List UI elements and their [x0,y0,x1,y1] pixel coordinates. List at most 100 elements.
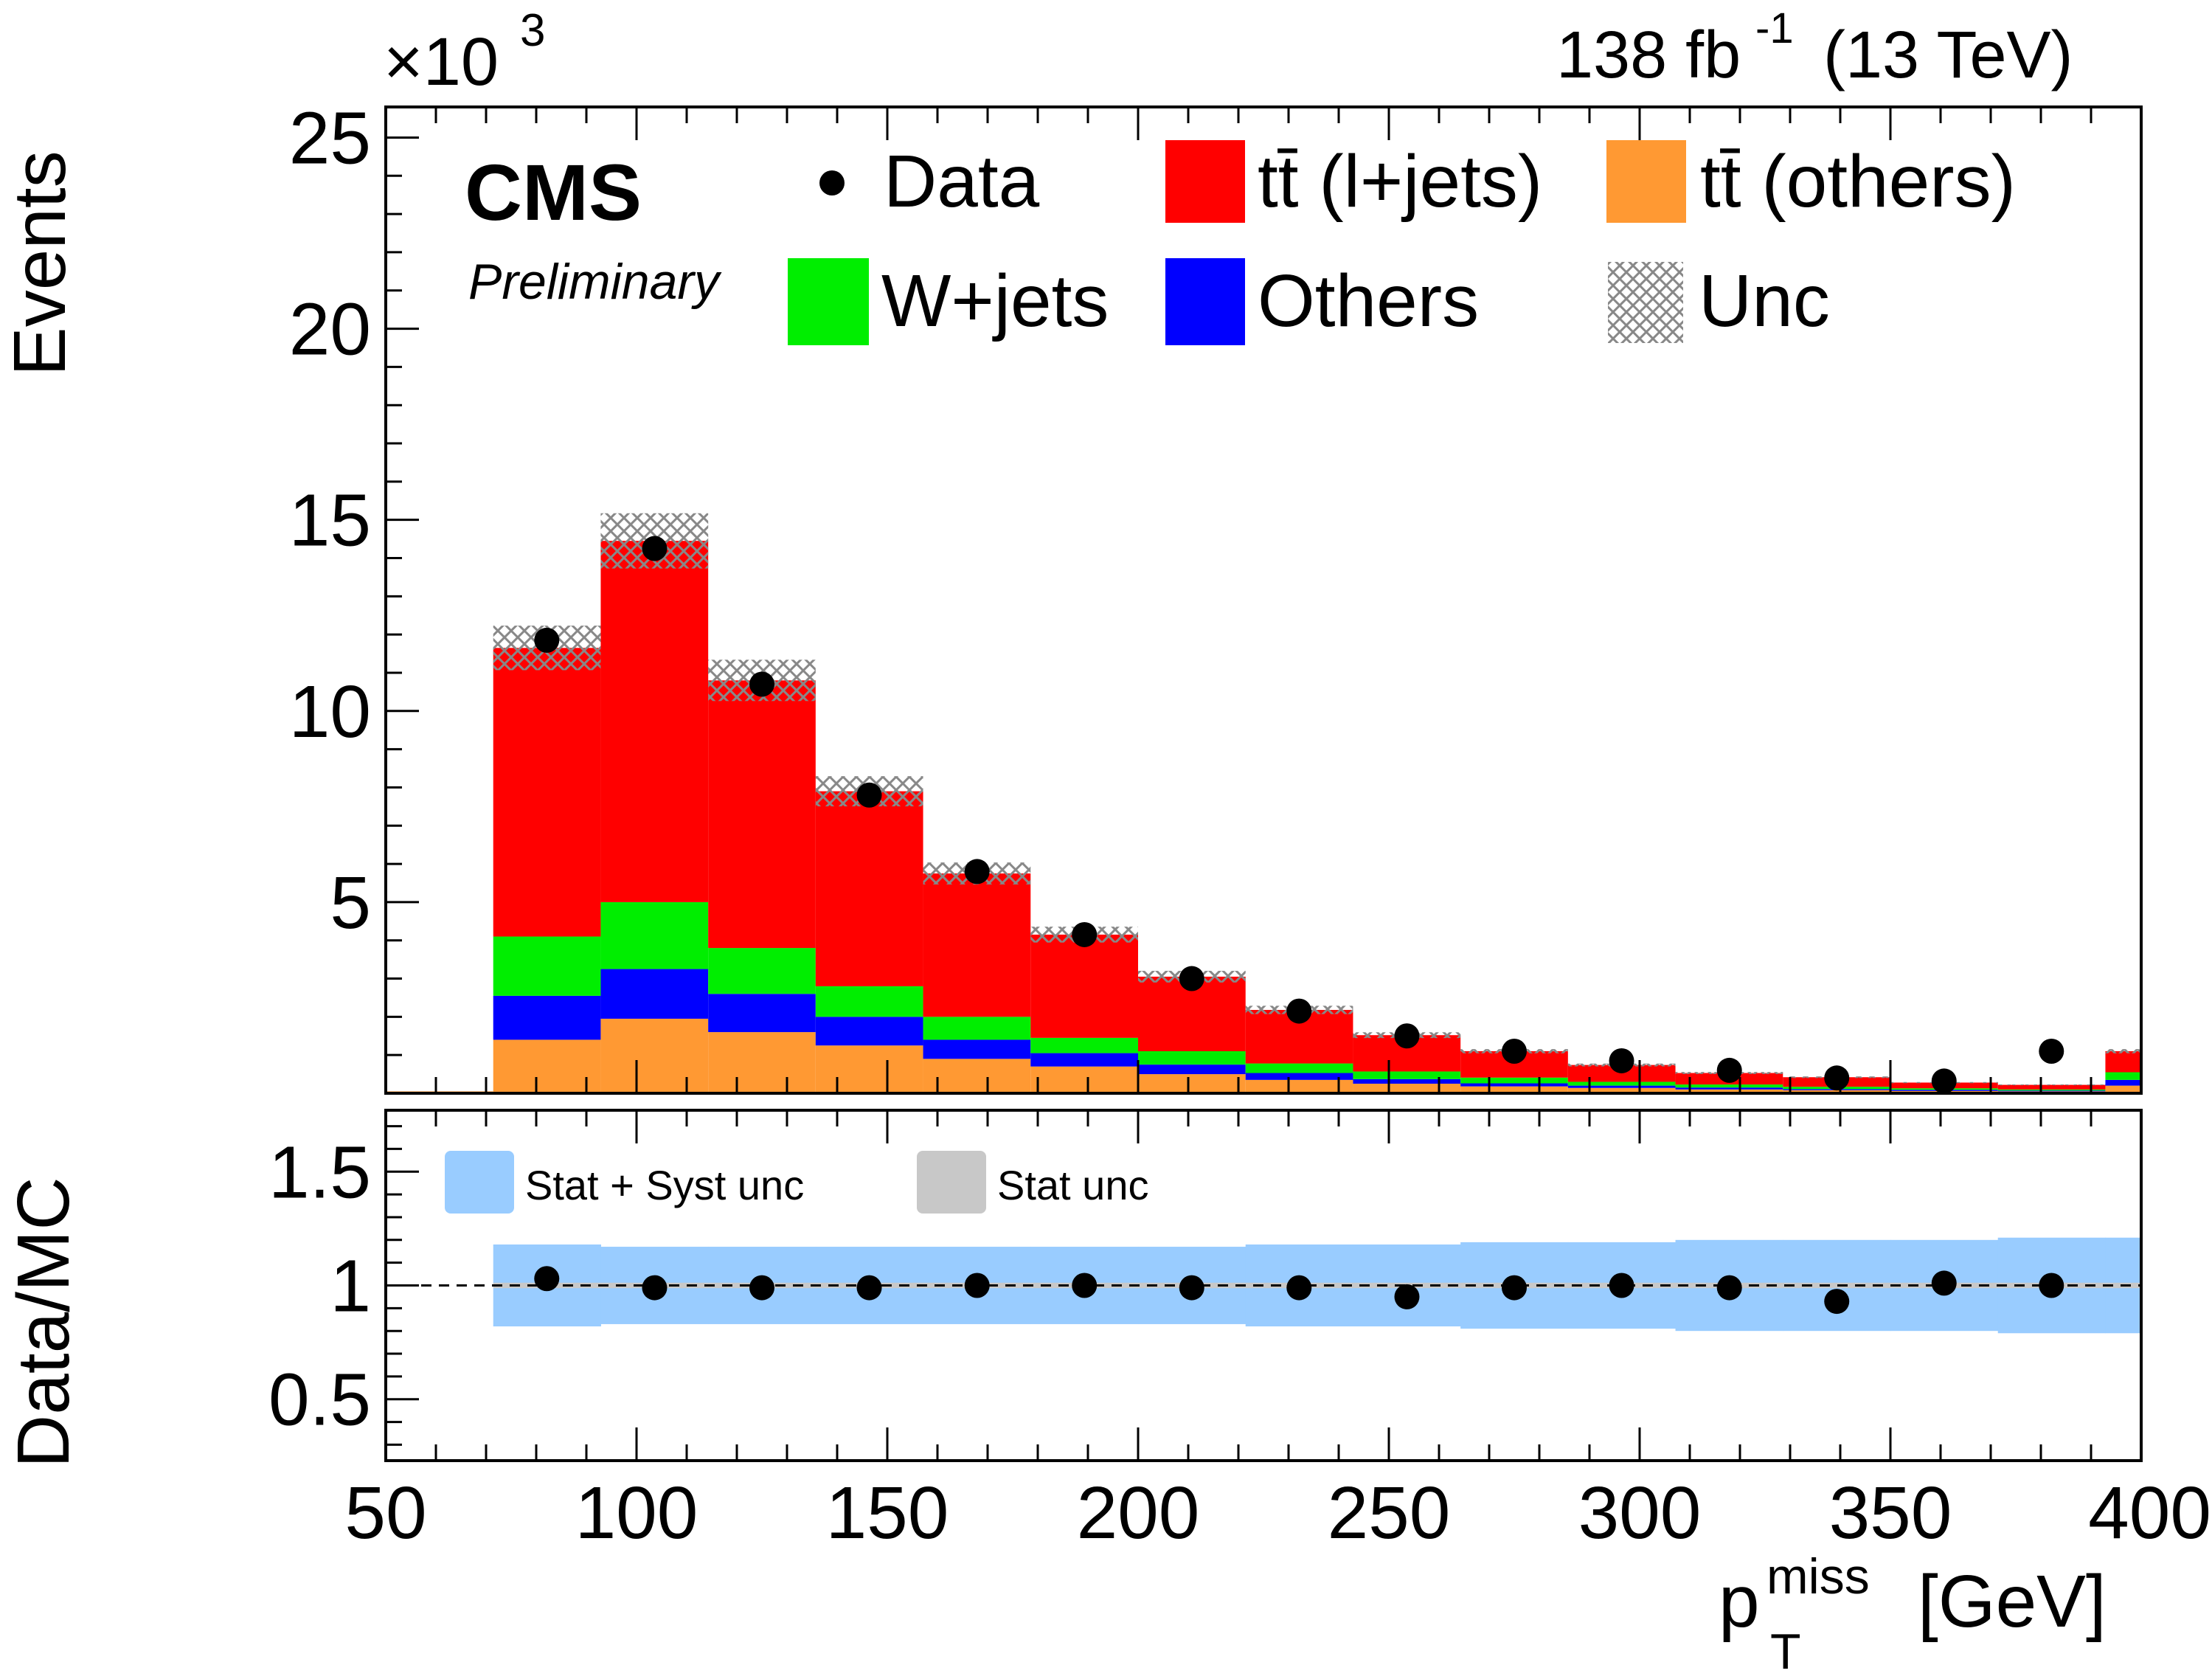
bar-segment [1460,1086,1568,1093]
green-fill-swatch [788,258,869,345]
bar-segment [1675,1087,1783,1090]
y-axis-title-ratio: Data/MC [2,1177,85,1468]
data-point [1179,966,1204,991]
bar-segment [1353,1071,1461,1079]
legend-label-ttbar-ljets: tt̄ (l+jets) [1258,140,1542,223]
blue-fill-swatch [1165,258,1245,345]
bar-segment [708,948,816,994]
data-point [1286,998,1312,1024]
y-exponent-base: ×10 [384,24,499,100]
y-exponent-label: ×10 3 [384,5,545,100]
main-panel-frame [384,105,2143,1095]
x-tick-label: 150 [826,1472,949,1554]
data-point [534,627,560,653]
bar-segment [600,969,709,1019]
legend: Data tt̄ (l+jets) tt̄ (others) W+jets Ot… [788,140,2016,345]
bar-segment [493,936,601,996]
main-y-ticks: 5 10 15 20 25 [289,97,419,1056]
bar-segment [1675,1089,1783,1093]
bar-segment [1567,1087,1676,1093]
bar-segment [1030,934,1138,1038]
ratio-data-point [1716,1275,1742,1301]
data-point [1072,921,1098,947]
luminosity-label: 138 fb -1 (13 TeV) [1556,4,2073,92]
y-axis-title-events: Events [0,150,81,376]
bar-segment [923,1017,1031,1040]
red-fill-swatch [1165,140,1245,223]
bar-segment [1567,1064,1676,1082]
bar-segment [600,901,709,969]
data-point [856,782,882,808]
bar-segment [2105,1079,2141,1086]
x-tick-label: 300 [1578,1472,1702,1554]
legend-label-unc: Unc [1699,260,1830,342]
bar-segment [1245,1079,1353,1093]
bar-segment [1567,1085,1676,1088]
ratio-data-point [856,1275,882,1301]
x-tick-labels: 50 100 150 200 250 300 350 400 [344,1472,2211,1554]
ratio-data-point [749,1275,774,1301]
lightblue-fill-swatch [445,1151,514,1214]
legend-label-ttbar-others: tt̄ (others) [1700,140,2016,223]
ratio-data-point [964,1273,990,1298]
data-point [964,859,990,884]
y-tick-label: 10 [289,671,371,753]
y-exponent-power: 3 [520,5,545,56]
y-tick-label: 25 [289,97,371,179]
ratio-data-point [1502,1275,1527,1301]
bar-segment [1030,1037,1138,1053]
bar-segment [1460,1083,1568,1087]
ratio-legend-label-stat: Stat unc [997,1162,1148,1208]
hatched-swatch [1608,262,1683,343]
legend-label-wjets: W+jets [881,260,1109,342]
ratio-stat-band-segment [1783,1282,1891,1289]
data-points [534,536,2064,1094]
ratio-legend: Stat + Syst unc Stat unc [445,1151,1148,1214]
legend-label-others: Others [1258,260,1479,342]
experiment-label: CMS [465,148,642,237]
orange-fill-swatch [1606,140,1686,223]
bar-segment [815,986,923,1017]
data-point [1824,1065,1850,1091]
lumi-energy: (13 TeV) [1823,18,2073,92]
data-point [2039,1038,2064,1064]
x-axis-title: p T miss [GeV] [1719,1548,2107,1679]
uncertainty-box [2105,1049,2141,1053]
bar-segment [815,1045,923,1093]
bar-segment [708,680,816,949]
bar-segment [815,791,923,986]
data-point [642,536,668,561]
bar-segment [1997,1084,2106,1090]
x-tick-label: 200 [1077,1472,1200,1554]
ratio-data-points [534,1266,2064,1315]
data-point [1502,1038,1527,1064]
ratio-data-point [534,1266,560,1292]
data-point [1609,1048,1634,1073]
bar-segment [1138,1050,1246,1065]
bar-segment [923,1059,1031,1093]
bar-segment [708,994,816,1033]
bar-segment [1567,1081,1676,1086]
x-tick-label: 350 [1829,1472,1952,1554]
ratio-y-ticks: 0.5 1 1.5 [268,1125,419,1446]
data-point [1394,1023,1420,1049]
x-tick-label: 400 [2088,1472,2211,1554]
bar-segment [1997,1090,2106,1092]
ratio-data-point [1609,1273,1634,1298]
ratio-data-point [1931,1270,1957,1296]
ratio-data-point [1286,1275,1312,1301]
bar-segment [923,873,1031,1017]
bar-segment [1460,1077,1568,1084]
ratio-x-ticks [384,1110,2143,1461]
bar-segment [1030,1053,1138,1067]
y-tick-label: 20 [289,288,371,371]
bar-segment [1353,1084,1461,1093]
bar-segment [1783,1090,1890,1093]
bar-segment [923,1039,1031,1059]
bar-segment [1675,1084,1783,1088]
y-tick-label: 5 [330,862,371,944]
stacked-bars [386,541,2141,1093]
ratio-data-point [1394,1284,1420,1309]
data-point [1931,1068,1957,1094]
